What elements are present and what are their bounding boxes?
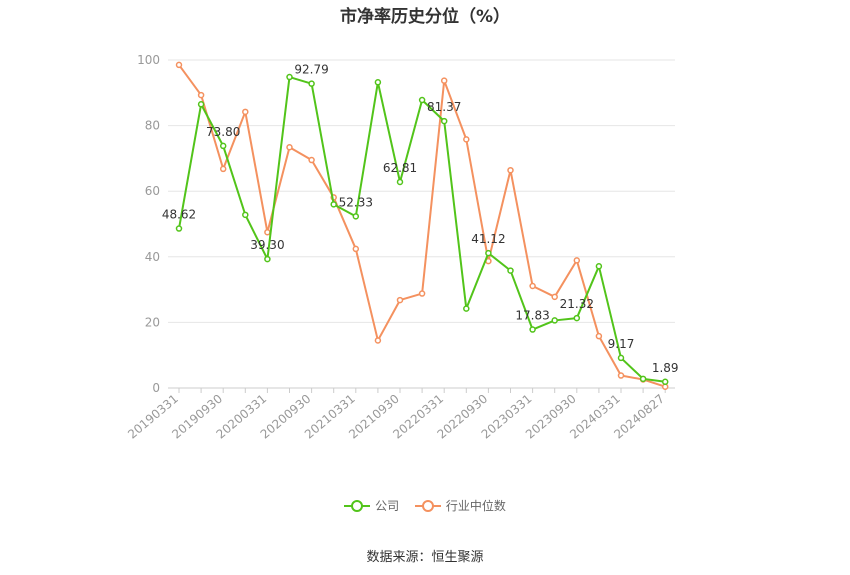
series-1-point [440, 77, 448, 84]
source-note: 数据来源：恒生聚源 [366, 550, 484, 565]
data-label: 1.89 [652, 361, 679, 375]
series-1-point [463, 136, 470, 143]
data-label: 52.33 [339, 195, 373, 209]
series-0-point [617, 354, 625, 362]
series-0-point [485, 249, 492, 257]
series-0-point [440, 117, 448, 125]
legend-label-industry-median: 行业中位数 [445, 499, 506, 513]
series-0-point [418, 96, 426, 104]
legend-label-company: 公司 [375, 499, 400, 513]
grid-lines [168, 59, 675, 389]
series-0-point [595, 263, 603, 270]
series-0-point [352, 213, 360, 220]
series-1-point [219, 165, 227, 173]
data-label: 48.62 [162, 208, 196, 222]
data-label: 81.37 [427, 100, 461, 114]
series-1-point [595, 332, 603, 340]
x-axis: 2019033120190930202003312020093020210331… [125, 388, 667, 442]
series-layer [175, 61, 669, 390]
series-0-point [507, 267, 514, 274]
data-label: 73.80 [206, 125, 240, 139]
series-0-point [573, 314, 581, 322]
y-tick-label: 0 [152, 381, 160, 395]
series-line-0 [178, 76, 666, 383]
series-1-point [308, 156, 315, 164]
data-label: 41.12 [471, 232, 505, 246]
series-0-point [396, 178, 404, 186]
data-label: 9.17 [608, 337, 635, 351]
legend-item-company[interactable]: 公司 [344, 497, 399, 514]
series-0-point [551, 317, 558, 324]
series-0-point [308, 80, 315, 87]
y-axis-ticks: 0 20 40 60 80 100 [137, 53, 160, 395]
legend-item-industry-median[interactable]: 行业中位数 [414, 497, 506, 514]
series-0-point [639, 375, 647, 383]
series-0-point [529, 326, 536, 333]
y-tick-label: 40 [145, 250, 160, 264]
series-0-point [330, 201, 337, 208]
series-0-point [661, 378, 669, 386]
series-1-point [529, 282, 536, 290]
series-1-point [551, 293, 558, 301]
series-1-point [242, 108, 249, 116]
y-tick-label: 80 [145, 119, 160, 133]
data-label: 39.30 [250, 238, 284, 252]
y-tick-label: 20 [145, 315, 160, 329]
series-0-point [264, 255, 271, 263]
series-1-point [197, 91, 205, 99]
series-0-point [286, 73, 293, 81]
series-1-point [573, 257, 581, 264]
series-0-point [175, 225, 183, 232]
series-1-point [264, 228, 271, 236]
y-tick-label: 60 [145, 184, 160, 198]
data-label: 92.79 [294, 63, 328, 77]
legend-swatch-industry-median [414, 499, 441, 513]
series-line-1 [178, 64, 666, 388]
legend-swatch-company [344, 499, 371, 513]
series-1-point [396, 296, 404, 304]
series-0-point [219, 142, 227, 150]
series-0-point [242, 211, 249, 219]
series-1-point [374, 337, 382, 344]
y-tick-label: 100 [137, 53, 160, 67]
series-1-point [175, 61, 183, 69]
data-label: 62.81 [383, 161, 417, 175]
series-1-point [617, 372, 625, 379]
chart-title: 市净率历史分位（%） [339, 7, 511, 27]
series-0-point [463, 305, 470, 312]
legend: 公司 行业中位数 [0, 497, 850, 516]
series-1-point [507, 166, 514, 174]
series-1-point [418, 290, 426, 297]
data-label: 21.32 [560, 297, 594, 311]
series-0-point [197, 101, 205, 108]
series-0-point [374, 79, 382, 86]
series-1-point [286, 143, 293, 151]
series-1-point [352, 245, 360, 253]
data-label: 17.83 [515, 309, 549, 323]
data-labels: 48.62 73.80 39.30 92.79 52.33 62.81 81.37 41.12… [162, 63, 679, 375]
